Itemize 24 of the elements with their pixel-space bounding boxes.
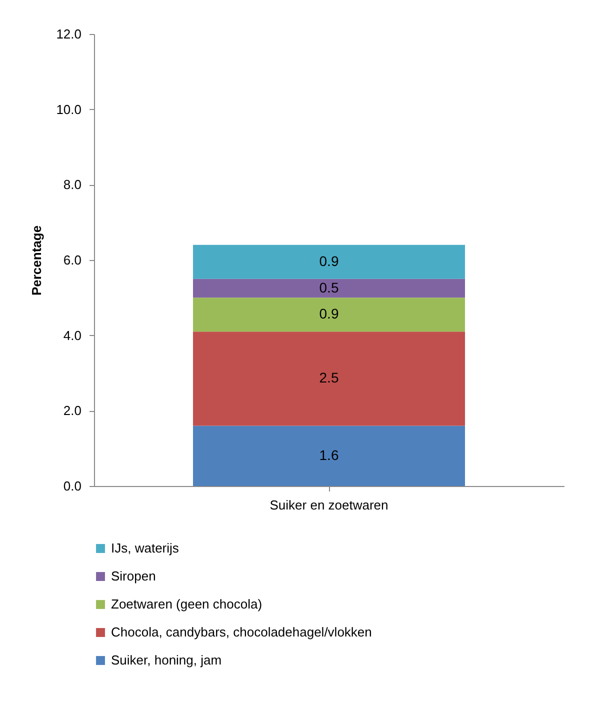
data-label: 0.9 — [319, 306, 339, 322]
bar — [193, 298, 465, 332]
y-tick-label: 4.0 — [63, 328, 82, 343]
legend-label: Siropen — [111, 568, 156, 584]
y-tick-label: 8.0 — [63, 177, 82, 192]
data-label: 1.6 — [319, 446, 339, 463]
y-tick-label: 0.0 — [63, 478, 82, 494]
legend-label: IJs, waterijs — [111, 540, 180, 556]
y-tick-label: 2.0 — [63, 403, 82, 418]
bar — [193, 332, 465, 426]
y-tick-label: 6.0 — [63, 252, 82, 268]
x-tick-label: Suiker en zoetwaren — [270, 498, 388, 512]
legend-label: Suiker, honing, jam — [111, 652, 222, 668]
y-axis-title: Percentage — [29, 225, 44, 296]
bar — [193, 278, 465, 298]
bar — [193, 426, 465, 486]
data-label: 2.5 — [319, 370, 339, 386]
y-tick-label: 10.0 — [56, 102, 82, 117]
legend-label: Zoetwaren (geen chocola) — [111, 596, 262, 612]
data-label: 0.5 — [319, 279, 339, 296]
y-tick-label: 12.0 — [56, 26, 82, 42]
legend-label: Chocola, candybars, chocoladehagel/vlokken — [111, 624, 372, 640]
bar — [193, 244, 465, 279]
data-label: 0.9 — [319, 252, 339, 269]
